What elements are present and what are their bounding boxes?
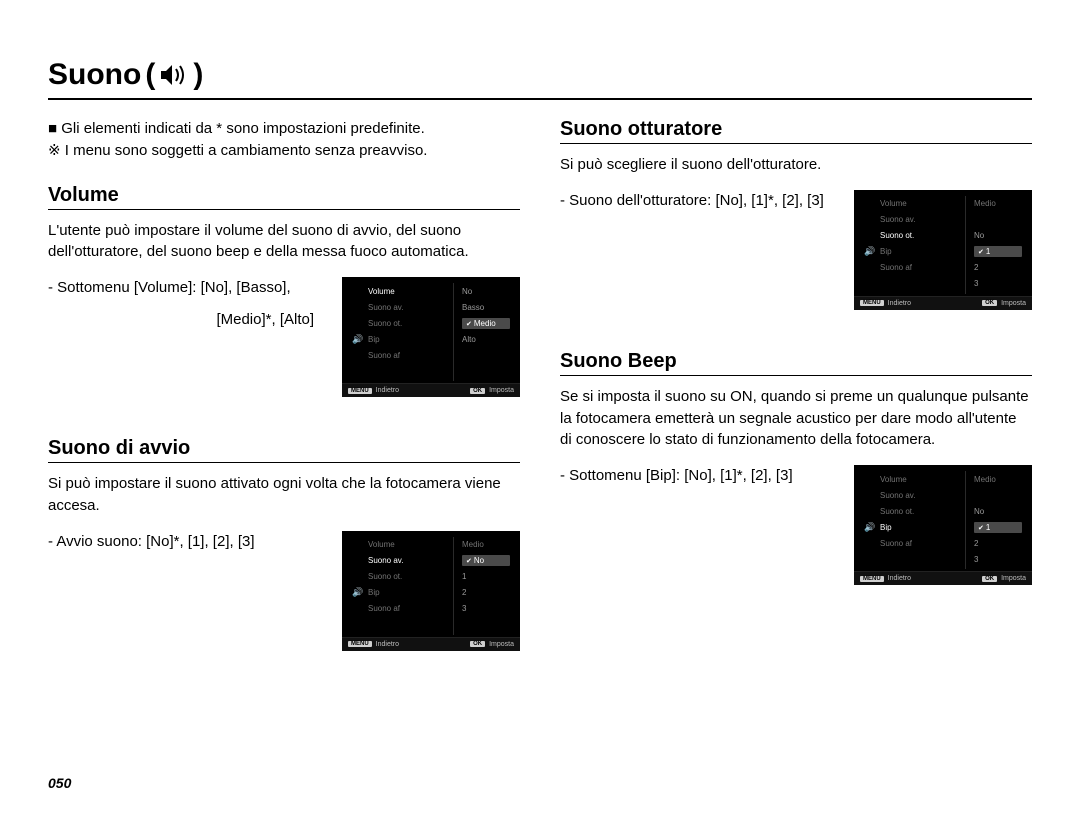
lcd-footer: MENU Indietro OK Imposta: [854, 296, 1032, 310]
lcd-option: 1: [456, 569, 512, 585]
volume-heading: Volume: [48, 184, 520, 210]
lcd-option: Basso: [456, 299, 512, 315]
lcd-item: Suono av.: [878, 491, 1024, 500]
lcd-item: Volume: [878, 475, 968, 484]
lcd-avvio: VolumeMedio Suono av. Suono ot. 🔊Bip Suo…: [342, 531, 520, 651]
right-column: Suono otturatore Si può scegliere il suo…: [560, 118, 1032, 691]
volume-submenu-2: [Medio]*, [Alto]: [48, 309, 322, 331]
lcd-option: 2: [456, 585, 512, 601]
lcd-option: 3: [968, 276, 1024, 292]
speaker-icon: [159, 62, 189, 88]
speaker-icon: 🔊: [350, 587, 366, 598]
lcd-right-value: Medio: [456, 540, 512, 549]
note2-text: I menu sono soggetti a cambiamento senza…: [65, 142, 428, 159]
lcd-option: 3: [456, 601, 512, 617]
note2-bullet: ※: [48, 142, 61, 159]
page-title: Suono ( ): [48, 58, 1032, 100]
section-avvio: Suono di avvio Si può impostare il suono…: [48, 437, 520, 651]
left-column: ■ Gli elementi indicati da * sono impost…: [48, 118, 520, 691]
lcd-option: 1: [968, 244, 1024, 260]
lcd-option: Medio: [456, 315, 512, 331]
menu-badge: MENU: [860, 300, 884, 306]
avvio-heading: Suono di avvio: [48, 437, 520, 463]
menu-badge: MENU: [348, 388, 372, 394]
lcd-item: Volume: [878, 199, 968, 208]
volume-body: L'utente può impostare il volume del suo…: [48, 220, 520, 264]
section-otturatore: Suono otturatore Si può scegliere il suo…: [560, 118, 1032, 310]
lcd-footer: MENU Indietro OK Imposta: [854, 571, 1032, 585]
lcd-footer: MENU Indietro OK Imposta: [342, 383, 520, 397]
footer-back: Indietro: [376, 641, 399, 648]
lcd-option: Alto: [456, 331, 512, 347]
footer-set: Imposta: [1001, 300, 1026, 307]
footer-set: Imposta: [489, 387, 514, 394]
beep-body: Se si imposta il suono su ON, quando si …: [560, 386, 1032, 451]
note1-bullet: ■: [48, 120, 57, 137]
notes-block: ■ Gli elementi indicati da * sono impost…: [48, 118, 520, 162]
lcd-beep: VolumeMedio Suono av. Suono ot. 🔊Bip Suo…: [854, 465, 1032, 585]
beep-heading: Suono Beep: [560, 350, 1032, 376]
avvio-submenu: - Avvio suono: [No]*, [1], [2], [3]: [48, 531, 322, 553]
lcd-option: No: [968, 503, 1024, 519]
ok-badge: OK: [982, 576, 997, 582]
section-volume: Volume L'utente può impostare il volume …: [48, 184, 520, 398]
lcd-option: 2: [968, 535, 1024, 551]
ok-badge: OK: [982, 300, 997, 306]
lcd-item: Volume: [366, 540, 456, 549]
ok-badge: OK: [470, 388, 485, 394]
otturatore-submenu: - Suono dell'otturatore: [No], [1]*, [2]…: [560, 190, 834, 212]
footer-back: Indietro: [888, 300, 911, 307]
otturatore-body: Si può scegliere il suono dell'otturator…: [560, 154, 1032, 176]
lcd-right-value: Medio: [968, 475, 1024, 484]
menu-badge: MENU: [348, 641, 372, 647]
otturatore-heading: Suono otturatore: [560, 118, 1032, 144]
lcd-item: Suono af: [366, 351, 512, 360]
ok-badge: OK: [470, 641, 485, 647]
volume-submenu-1: - Sottomenu [Volume]: [No], [Basso],: [48, 277, 322, 299]
speaker-icon: 🔊: [862, 246, 878, 257]
lcd-volume: Volume Suono av. Suono ot. 🔊Bip Suono af…: [342, 277, 520, 397]
lcd-option: No: [456, 283, 512, 299]
speaker-icon: 🔊: [862, 522, 878, 533]
speaker-icon: 🔊: [350, 334, 366, 345]
page-number: 050: [48, 775, 71, 791]
lcd-right-value: Medio: [968, 199, 1024, 208]
avvio-body: Si può impostare il suono attivato ogni …: [48, 473, 520, 517]
lcd-option: No: [968, 228, 1024, 244]
lcd-option: 3: [968, 551, 1024, 567]
title-close-paren: ): [193, 58, 203, 92]
lcd-option: 1: [968, 519, 1024, 535]
section-beep: Suono Beep Se si imposta il suono su ON,…: [560, 350, 1032, 585]
footer-back: Indietro: [376, 387, 399, 394]
footer-back: Indietro: [888, 575, 911, 582]
title-text: Suono: [48, 58, 141, 92]
lcd-otturatore: VolumeMedio Suono av. Suono ot. 🔊Bip Suo…: [854, 190, 1032, 310]
footer-set: Imposta: [1001, 575, 1026, 582]
menu-badge: MENU: [860, 576, 884, 582]
lcd-footer: MENU Indietro OK Imposta: [342, 637, 520, 651]
lcd-item: Suono av.: [878, 215, 1024, 224]
note1-text: Gli elementi indicati da * sono impostaz…: [61, 120, 425, 137]
lcd-option: 2: [968, 260, 1024, 276]
footer-set: Imposta: [489, 641, 514, 648]
lcd-option: No: [456, 553, 512, 569]
title-open-paren: (: [145, 58, 155, 92]
beep-submenu: - Sottomenu [Bip]: [No], [1]*, [2], [3]: [560, 465, 834, 487]
